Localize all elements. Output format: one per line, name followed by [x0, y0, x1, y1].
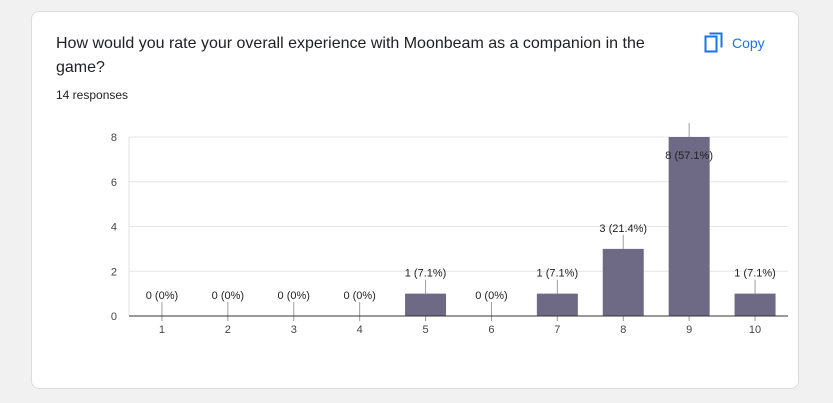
data-label: 1 (7.1%) [734, 268, 776, 280]
bar [734, 293, 776, 316]
x-tick-label: 5 [422, 324, 428, 336]
data-label: 1 (7.1%) [537, 268, 579, 280]
x-tick-label: 4 [357, 324, 363, 336]
data-label: 3 (21.4%) [599, 223, 647, 235]
response-count: 14 responses [56, 88, 129, 102]
data-label: 0 (0%) [343, 290, 375, 302]
data-label: 1 (7.1%) [405, 268, 447, 280]
data-label: 8 (57.1%) [665, 150, 713, 162]
bar [536, 293, 578, 316]
copy-icon [704, 32, 724, 54]
bar [602, 248, 644, 316]
question-title: How would you rate your overall experien… [56, 35, 645, 76]
copy-button[interactable]: Copy [704, 28, 765, 58]
x-tick-label: 9 [686, 324, 692, 336]
bar [668, 137, 710, 316]
x-tick-label: 1 [159, 324, 165, 336]
x-tick-label: 2 [225, 324, 231, 336]
bar [405, 293, 447, 316]
data-label: 0 (0%) [278, 290, 310, 302]
x-tick-label: 8 [620, 324, 626, 336]
y-tick-label: 6 [111, 177, 117, 189]
x-tick-label: 6 [488, 324, 494, 336]
y-tick-label: 8 [111, 132, 117, 144]
x-tick-label: 3 [291, 324, 297, 336]
data-label: 0 (0%) [475, 290, 507, 302]
y-tick-label: 4 [111, 222, 117, 234]
data-label: 0 (0%) [212, 290, 244, 302]
data-label: 0 (0%) [146, 290, 178, 302]
x-tick-label: 10 [749, 324, 761, 336]
y-tick-label: 0 [111, 311, 117, 323]
y-tick-label: 2 [111, 266, 117, 278]
x-tick-label: 7 [554, 324, 560, 336]
copy-label: Copy [732, 35, 765, 51]
